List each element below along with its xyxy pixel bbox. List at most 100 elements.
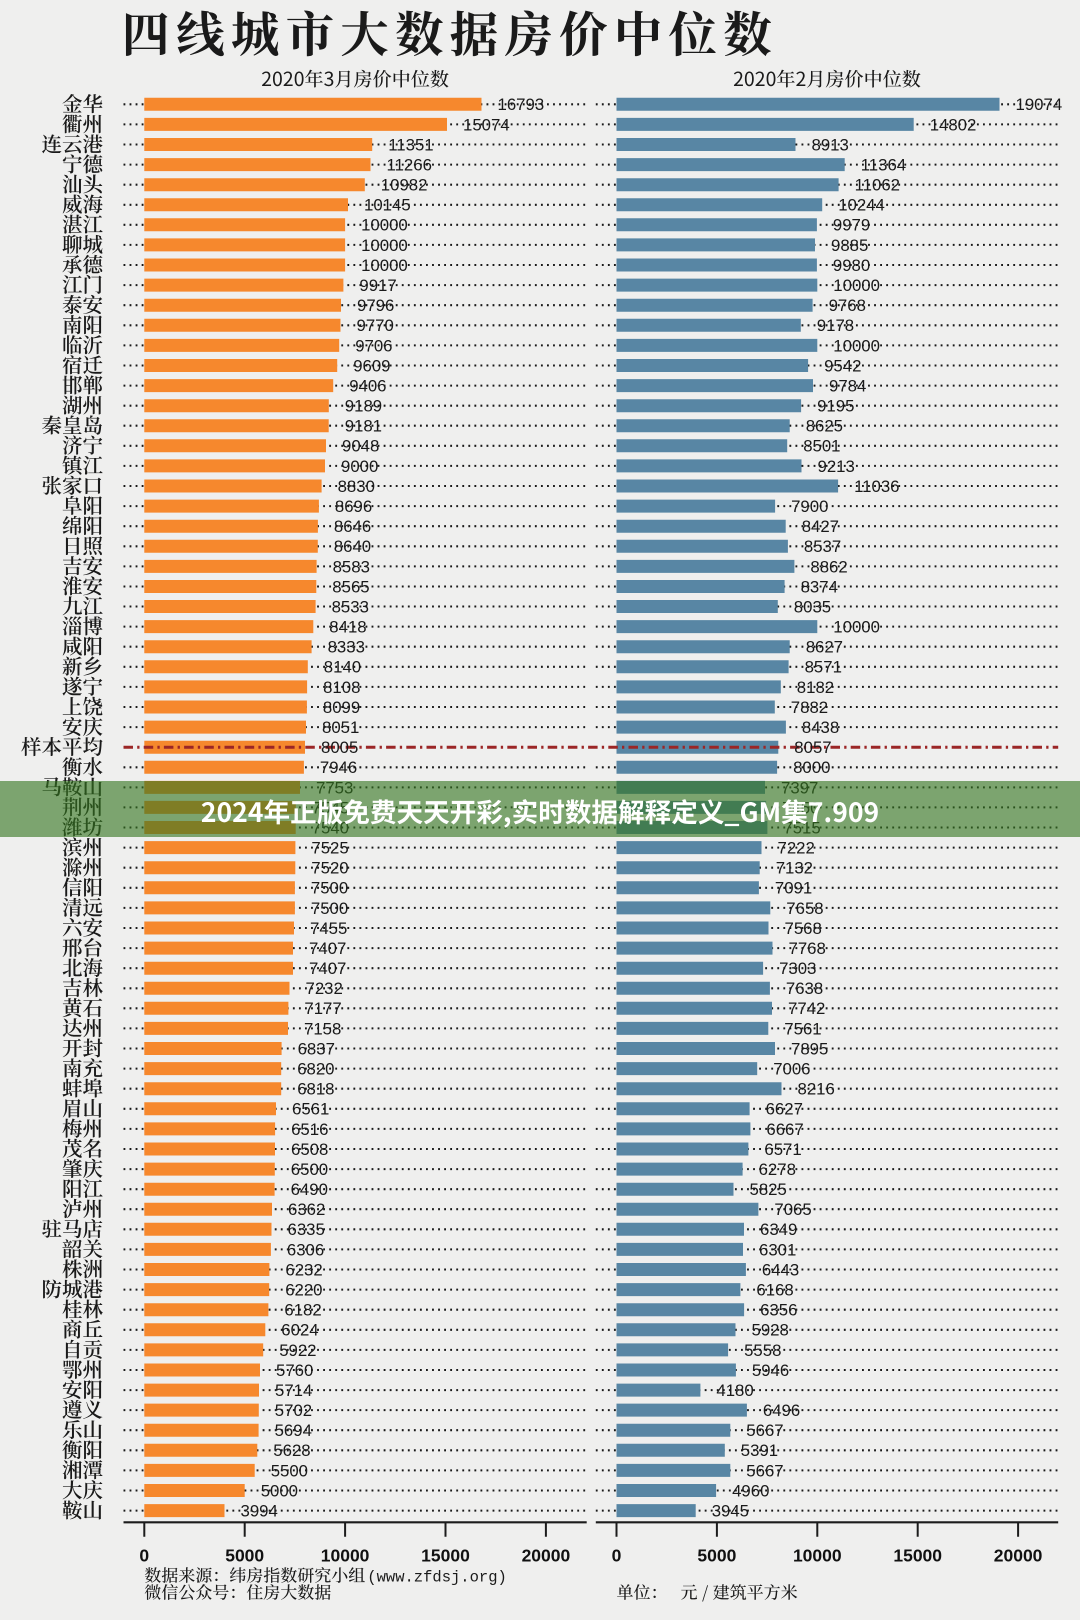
svg-text:7946: 7946: [320, 758, 357, 777]
svg-text:8830: 8830: [338, 477, 375, 496]
svg-text:9189: 9189: [345, 397, 382, 416]
svg-text:8005: 8005: [321, 738, 358, 757]
svg-text:15000: 15000: [421, 1546, 470, 1566]
svg-text:7520: 7520: [311, 859, 348, 878]
svg-text:8427: 8427: [802, 517, 839, 536]
svg-text:(www.zfdsj.org): (www.zfdsj.org): [367, 1569, 507, 1587]
svg-text:9980: 9980: [833, 256, 870, 275]
svg-text:4180: 4180: [716, 1381, 753, 1400]
svg-text:7568: 7568: [785, 919, 822, 938]
svg-text:6561: 6561: [292, 1100, 329, 1119]
svg-text:9181: 9181: [345, 417, 382, 436]
svg-text:9796: 9796: [357, 296, 394, 315]
svg-text:8913: 8913: [812, 135, 849, 154]
svg-text:14802: 14802: [930, 115, 977, 134]
svg-text:0: 0: [612, 1546, 622, 1566]
svg-text:6818: 6818: [297, 1080, 334, 1099]
svg-text:10000: 10000: [361, 236, 408, 255]
svg-text:6571: 6571: [764, 1140, 801, 1159]
svg-text:9195: 9195: [817, 397, 854, 416]
svg-text:6349: 6349: [760, 1220, 797, 1239]
svg-text:7065: 7065: [774, 1200, 811, 1219]
svg-text:6627: 6627: [766, 1100, 803, 1119]
svg-text:7177: 7177: [304, 999, 341, 1018]
svg-text:7303: 7303: [779, 959, 816, 978]
svg-text:5628: 5628: [273, 1441, 310, 1460]
svg-text:8583: 8583: [333, 557, 370, 576]
svg-text:9213: 9213: [818, 457, 855, 476]
svg-text:10000: 10000: [361, 256, 408, 275]
svg-text:7455: 7455: [310, 919, 347, 938]
svg-text:0: 0: [139, 1546, 149, 1566]
svg-text:8625: 8625: [806, 417, 843, 436]
svg-text:8627: 8627: [806, 638, 843, 657]
svg-text:7132: 7132: [776, 859, 813, 878]
svg-text:7006: 7006: [773, 1060, 810, 1079]
svg-text:10982: 10982: [381, 176, 428, 195]
svg-text:5000: 5000: [697, 1546, 736, 1566]
svg-text:11364: 11364: [861, 156, 906, 175]
svg-text:5667: 5667: [746, 1461, 783, 1480]
svg-text:3994: 3994: [241, 1502, 278, 1521]
svg-text:8571: 8571: [805, 658, 842, 677]
svg-text:11351: 11351: [388, 135, 433, 154]
svg-text:10000: 10000: [833, 276, 880, 295]
svg-text:20000: 20000: [522, 1546, 571, 1566]
svg-text:5694: 5694: [275, 1421, 312, 1440]
svg-text:8035: 8035: [794, 597, 831, 616]
svg-text:9609: 9609: [353, 356, 390, 375]
svg-text:6516: 6516: [291, 1120, 328, 1139]
svg-text:8057: 8057: [794, 738, 831, 757]
svg-text:7658: 7658: [786, 899, 823, 918]
svg-text:9770: 9770: [357, 316, 394, 335]
svg-text:5558: 5558: [744, 1341, 781, 1360]
svg-text:11062: 11062: [855, 176, 900, 195]
svg-text:7158: 7158: [304, 1019, 341, 1038]
svg-text:16793: 16793: [498, 95, 545, 114]
svg-text:7768: 7768: [789, 939, 826, 958]
svg-text:11266: 11266: [387, 156, 432, 175]
svg-text:6356: 6356: [760, 1301, 797, 1320]
svg-text:5000: 5000: [261, 1481, 298, 1500]
svg-text:5928: 5928: [752, 1321, 789, 1340]
svg-text:5946: 5946: [752, 1361, 789, 1380]
svg-text:9706: 9706: [355, 336, 392, 355]
svg-text:5922: 5922: [279, 1341, 316, 1360]
svg-text:6232: 6232: [285, 1260, 322, 1279]
svg-text:5825: 5825: [750, 1180, 787, 1199]
svg-text:5760: 5760: [276, 1361, 313, 1380]
svg-text:8182: 8182: [797, 678, 834, 697]
svg-text:6306: 6306: [287, 1240, 324, 1259]
svg-text:20000: 20000: [994, 1546, 1043, 1566]
svg-text:6335: 6335: [288, 1220, 325, 1239]
svg-text:10000: 10000: [321, 1546, 370, 1566]
svg-text:7407: 7407: [309, 959, 346, 978]
svg-text:9048: 9048: [342, 437, 379, 456]
svg-text:8438: 8438: [802, 718, 839, 737]
svg-text:7895: 7895: [791, 1039, 828, 1058]
svg-text:7232: 7232: [306, 979, 343, 998]
svg-text:8640: 8640: [334, 537, 371, 556]
svg-text:8537: 8537: [804, 537, 841, 556]
svg-text:10000: 10000: [833, 618, 880, 637]
svg-text:7638: 7638: [786, 979, 823, 998]
svg-text:9979: 9979: [833, 216, 870, 235]
svg-text:6024: 6024: [281, 1321, 318, 1340]
svg-text:7091: 7091: [775, 879, 812, 898]
svg-text:6168: 6168: [756, 1281, 793, 1300]
svg-text:7500: 7500: [311, 879, 348, 898]
svg-text:8333: 8333: [328, 638, 365, 657]
svg-text:7900: 7900: [791, 497, 828, 516]
svg-text:5391: 5391: [741, 1441, 778, 1460]
svg-text:10244: 10244: [838, 196, 885, 215]
svg-text:8216: 8216: [798, 1080, 835, 1099]
svg-text:6820: 6820: [297, 1060, 334, 1079]
svg-text:8418: 8418: [329, 618, 366, 637]
svg-text:9542: 9542: [824, 356, 861, 375]
svg-text:6220: 6220: [285, 1281, 322, 1300]
svg-text:6182: 6182: [284, 1301, 321, 1320]
svg-text:10000: 10000: [793, 1546, 842, 1566]
svg-text:9000: 9000: [341, 457, 378, 476]
svg-text:15074: 15074: [463, 115, 510, 134]
svg-text:8140: 8140: [324, 658, 361, 677]
